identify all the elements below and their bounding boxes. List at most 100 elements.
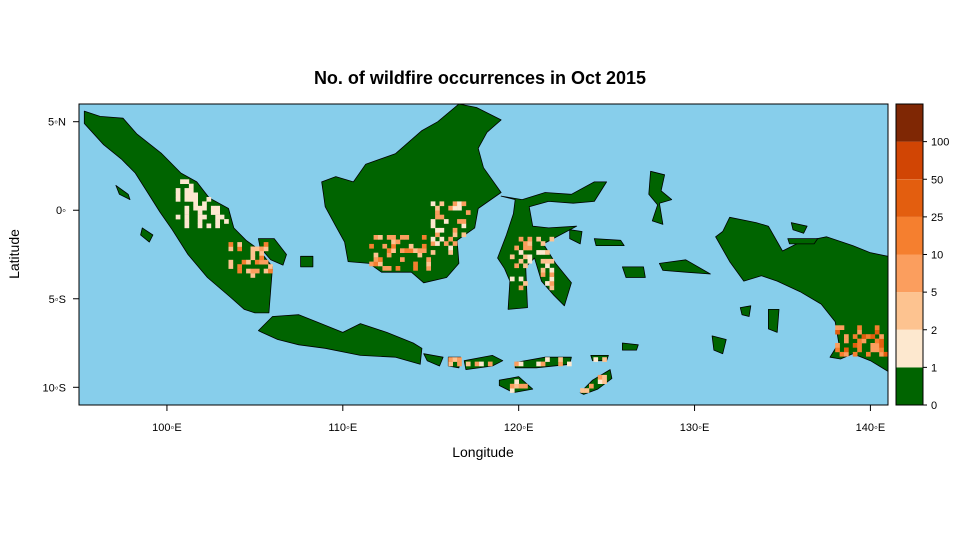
fire-cell	[879, 351, 884, 357]
fire-cell	[879, 347, 884, 353]
fire-cells-layer	[175, 179, 888, 393]
fire-cell	[518, 383, 524, 389]
fire-cell	[382, 243, 388, 249]
fire-cell	[844, 351, 849, 357]
fire-cell	[246, 268, 251, 274]
fire-cell	[430, 219, 436, 224]
fire-cell	[215, 210, 220, 215]
fire-cell	[400, 257, 405, 262]
fire-cell	[874, 347, 880, 353]
fire-cell	[180, 179, 185, 184]
fire-cell	[215, 219, 220, 224]
fire-cell	[430, 201, 436, 207]
fire-cell	[527, 236, 533, 242]
fire-cell	[184, 179, 190, 184]
fire-cell	[452, 241, 458, 246]
fire-cell	[514, 263, 519, 269]
fire-cell	[602, 374, 607, 380]
fire-cell	[421, 235, 427, 240]
fire-cell	[857, 338, 862, 344]
fire-cell	[874, 329, 880, 335]
legend-label: 100	[931, 137, 949, 149]
fire-cell	[567, 361, 572, 367]
island-tanimbar	[711, 335, 727, 355]
fire-cell	[250, 251, 256, 256]
island-sulawesi	[497, 181, 607, 310]
fire-cell	[479, 361, 484, 367]
island-belitung	[300, 255, 314, 268]
x-axis-title: Longitude	[452, 444, 514, 460]
y-tick-label: 0◦	[56, 205, 66, 217]
fire-cell	[215, 205, 220, 211]
fire-cell	[250, 268, 256, 274]
fire-cell	[224, 219, 229, 224]
fire-cell	[518, 361, 524, 367]
island-buru	[622, 266, 646, 278]
fire-cell	[861, 338, 867, 344]
fire-cell	[435, 232, 440, 238]
island-siberut	[140, 227, 154, 243]
fire-cell	[523, 245, 528, 251]
fire-cell	[540, 272, 546, 277]
fire-cell	[518, 250, 524, 255]
fire-cell	[400, 248, 405, 253]
legend-label: 5	[931, 287, 937, 299]
fire-cell	[540, 361, 546, 367]
fire-cell	[874, 325, 880, 330]
fire-cell	[540, 250, 546, 255]
fire-cell	[268, 268, 273, 274]
fire-cell	[197, 223, 203, 229]
fire-cell	[263, 246, 269, 252]
fire-cell	[461, 223, 467, 229]
fire-cell	[219, 214, 225, 220]
legend-label: 25	[931, 212, 943, 224]
fire-cell	[426, 257, 431, 262]
fire-cell	[386, 248, 392, 253]
fire-cell	[536, 361, 541, 367]
island-java	[257, 314, 423, 365]
x-tick-label: 120◦E	[504, 422, 534, 434]
fire-cell	[523, 383, 528, 389]
x-axis: 100◦E 110◦E 120◦E 130◦E 140◦E	[152, 405, 885, 434]
fire-cell	[184, 214, 190, 220]
island-biak	[790, 222, 808, 234]
fire-cell	[184, 188, 190, 193]
fire-cell	[549, 272, 555, 277]
fire-cell	[540, 267, 546, 273]
fire-cell	[852, 351, 858, 357]
fire-cell	[509, 383, 515, 389]
fire-cell	[268, 264, 273, 269]
fire-cell	[883, 351, 888, 357]
fire-cell	[593, 357, 599, 362]
fire-cell	[373, 252, 379, 258]
fire-cell	[413, 266, 418, 271]
island-sula	[593, 238, 625, 247]
fire-cell	[369, 261, 374, 267]
island-bali	[423, 353, 444, 367]
fire-cell	[549, 267, 555, 273]
fire-cell	[874, 343, 880, 348]
x-tick-label: 140◦E	[856, 422, 886, 434]
fire-cell	[835, 325, 840, 330]
fire-cell	[457, 219, 462, 224]
fire-cell	[188, 192, 194, 198]
legend-swatch	[896, 292, 923, 330]
fire-cell	[184, 210, 190, 215]
fire-cell	[237, 242, 242, 247]
fire-cell	[175, 197, 181, 202]
legend-swatch	[896, 254, 923, 293]
fire-cell	[448, 205, 453, 211]
fire-cell	[197, 214, 203, 220]
fire-cell	[241, 259, 247, 265]
fire-cell	[558, 357, 563, 362]
fire-cell	[250, 246, 256, 252]
fire-cell	[509, 276, 515, 282]
fire-cell	[237, 268, 242, 274]
fire-cell	[861, 334, 867, 339]
legend-label: 1	[931, 362, 937, 374]
island-yapen	[787, 238, 819, 245]
fire-cell	[549, 281, 555, 286]
fire-cell	[448, 245, 453, 251]
map-title: No. of wildfire occurrences in Oct 2015	[313, 68, 647, 88]
fire-cell	[540, 241, 546, 246]
